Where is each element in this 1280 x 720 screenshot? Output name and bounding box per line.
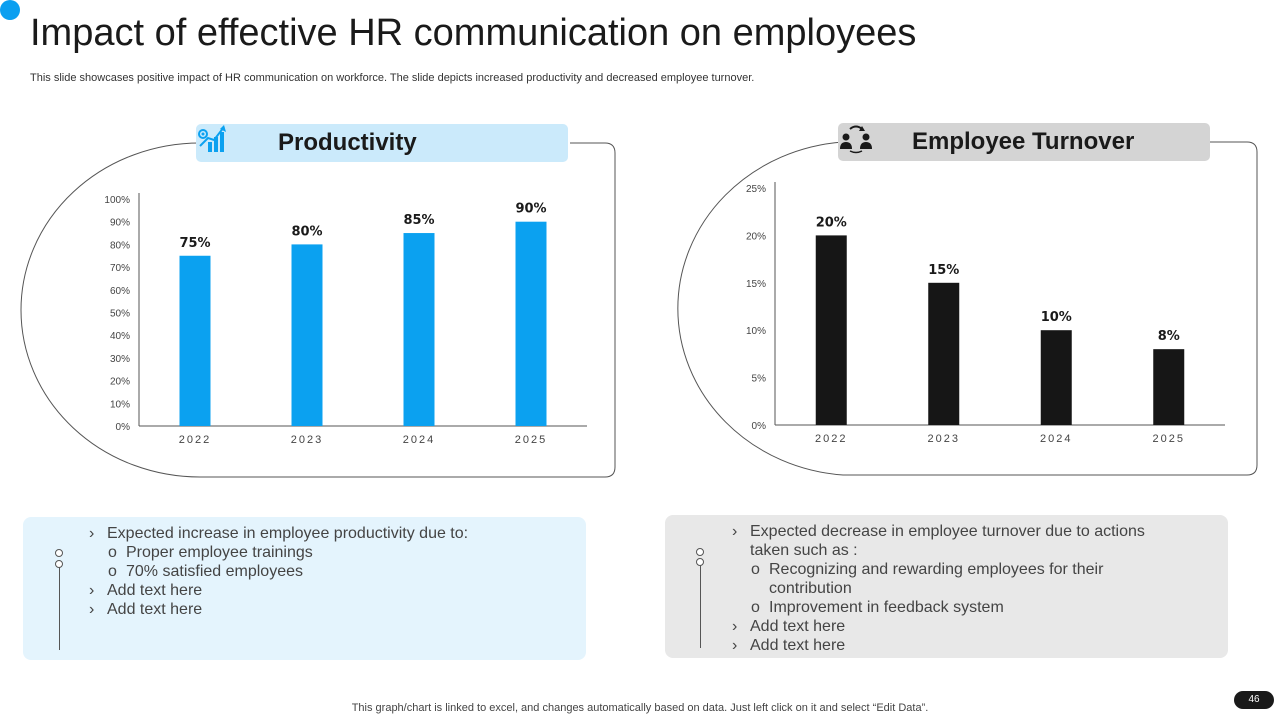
y-tick-label: 0% [752,421,767,432]
bullet-marker: › [89,601,95,618]
data-label: 8% [1158,329,1180,344]
bar [515,221,547,426]
data-label: 80% [291,224,322,239]
sub-bullet-marker: o [751,599,760,616]
timeline-line [700,565,701,648]
y-tick-label: 90% [110,218,130,229]
sub-bullet-marker: o [108,544,117,561]
sub-bullet-marker: o [751,561,760,578]
data-label: 20% [816,215,847,230]
productivity-notes-box: › Expected increase in employee productiv… [23,517,586,660]
bullet-text: 70% satisfied employees [126,563,303,580]
bullet-text: taken such as : [750,542,858,559]
y-tick-label: 40% [110,331,130,342]
bullet-text: contribution [769,580,852,597]
bullet-marker: › [732,618,738,635]
bullet-item: contribution [751,579,852,598]
turnover-notes-box: › Expected decrease in employee turnover … [665,515,1228,658]
data-label: 10% [1041,310,1072,325]
bullet-text: Proper employee trainings [126,544,313,561]
y-tick-label: 0% [116,422,131,433]
x-tick-label: 2023 [291,434,323,446]
bullet-item: o Recognizing and rewarding employees for… [751,560,1103,579]
y-tick-label: 20% [746,231,766,242]
bullet-item: › Add text here [732,636,845,655]
y-tick-label: 20% [110,377,130,388]
bullet-item: › Expected decrease in employee turnover … [732,522,1145,541]
y-tick-label: 30% [110,354,130,365]
bullet-text: Recognizing and rewarding employees for … [769,561,1104,578]
growth-chart-icon [198,125,244,159]
bullet-item: › Expected increase in employee productiv… [89,524,468,543]
bullet-item: › Add text here [89,581,202,600]
bar [1153,349,1185,425]
page-number: 46 [1234,691,1274,709]
page-subtitle: This slide showcases positive impact of … [30,72,755,84]
bullet-marker: › [89,582,95,599]
turnover-header-title: Employee Turnover [912,128,1135,155]
x-tick-label: 2024 [1040,433,1072,445]
data-label: 75% [179,236,210,251]
y-tick-label: 5% [752,374,767,385]
turnover-header: Employee Turnover [838,123,1210,161]
bullet-text: Expected decrease in employee turnover d… [750,523,1145,540]
y-tick-label: 10% [746,326,766,337]
data-label: 15% [928,263,959,278]
bullet-marker: › [89,525,95,542]
bullet-text: Improvement in feedback system [769,599,1004,616]
x-tick-label: 2025 [1153,433,1185,445]
bullet-text: Add text here [750,637,846,654]
bullet-text: Add text here [107,582,203,599]
bar [815,235,847,425]
bullet-text: Add text here [107,601,203,618]
page-title: Impact of effective HR communication on … [30,12,917,54]
timeline-line [59,567,60,650]
bar [179,255,211,426]
bullet-item: o Improvement in feedback system [751,598,1004,617]
bullet-marker: › [732,637,738,654]
footnote: This graph/chart is linked to excel, and… [351,702,929,714]
productivity-header: Productivity [196,124,568,162]
y-tick-label: 60% [110,286,130,297]
bullet-text: Add text here [750,618,846,635]
y-tick-label: 100% [104,195,130,206]
x-tick-label: 2022 [815,433,847,445]
x-tick-label: 2022 [179,434,211,446]
bar [291,244,323,426]
accent-dot [0,0,20,20]
sub-bullet-marker: o [108,563,117,580]
x-tick-label: 2024 [403,434,435,446]
y-tick-label: 70% [110,263,130,274]
x-tick-label: 2025 [515,434,547,446]
data-label: 85% [403,213,434,228]
bullet-marker: › [732,523,738,540]
bullet-item: o Proper employee trainings [108,543,313,562]
productivity-header-title: Productivity [278,129,417,156]
y-tick-label: 80% [110,240,130,251]
team-exchange-icon [840,125,886,158]
y-tick-label: 15% [746,279,766,290]
bar [403,233,435,426]
y-tick-label: 10% [110,399,130,410]
timeline-node [55,549,63,557]
y-tick-label: 50% [110,309,130,320]
bar [1040,330,1072,425]
timeline-node [696,548,704,556]
bullet-text: Expected increase in employee productivi… [107,525,469,542]
x-tick-label: 2023 [928,433,960,445]
bullet-item: › Add text here [89,600,202,619]
bar [928,282,960,425]
bullet-item: o 70% satisfied employees [108,562,303,581]
bullet-item: › Add text here [732,617,845,636]
y-tick-label: 25% [746,184,766,195]
data-label: 90% [515,202,546,217]
bullet-item: taken such as : [732,541,858,560]
